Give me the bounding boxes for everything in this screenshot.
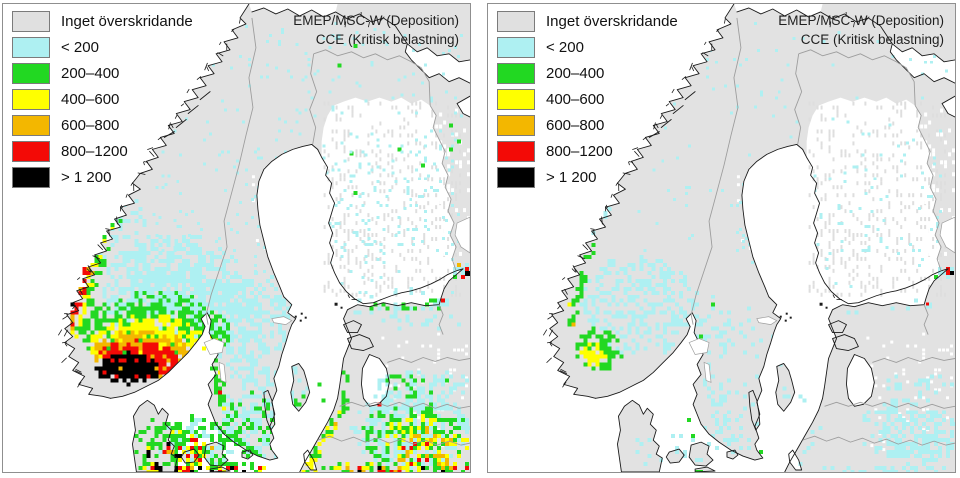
legend-label: < 200 bbox=[61, 39, 99, 56]
legend-label: 600–800 bbox=[546, 117, 605, 134]
legend-item: 200–400 bbox=[12, 63, 193, 84]
legend-label: 200–400 bbox=[61, 65, 120, 82]
legend-swatch bbox=[497, 11, 535, 32]
source-attribution: EMEP/MSC-W (Deposition) CCE (Kritisk bel… bbox=[293, 11, 459, 49]
legend-label: > 1 200 bbox=[61, 169, 112, 186]
legend-label: 600–800 bbox=[61, 117, 120, 134]
map-panel-right: Inget överskridande < 200 200–400 400–600 60… bbox=[487, 3, 956, 473]
legend-swatch bbox=[497, 89, 535, 110]
legend-swatch bbox=[497, 141, 535, 162]
legend-swatch bbox=[12, 167, 50, 188]
legend-swatch bbox=[497, 63, 535, 84]
legend-item: > 1 200 bbox=[497, 167, 678, 188]
legend-item: 400–600 bbox=[497, 89, 678, 110]
source-line-2: CCE (Kritisk belastning) bbox=[315, 32, 459, 48]
source-line-2: CCE (Kritisk belastning) bbox=[800, 32, 944, 48]
legend-label: < 200 bbox=[546, 39, 584, 56]
legend-label: 400–600 bbox=[61, 91, 120, 108]
legend-item: 200–400 bbox=[497, 63, 678, 84]
legend-label: 400–600 bbox=[546, 91, 605, 108]
map-right bbox=[488, 4, 955, 472]
legend-label: > 1 200 bbox=[546, 169, 597, 186]
legend-label: Inget överskridande bbox=[61, 13, 193, 30]
legend-swatch bbox=[497, 167, 535, 188]
legend-item: < 200 bbox=[12, 37, 193, 58]
legend-item: 800–1200 bbox=[497, 141, 678, 162]
legend: Inget överskridande < 200 200–400 400–600 60… bbox=[497, 11, 678, 193]
legend-item: > 1 200 bbox=[12, 167, 193, 188]
source-line-1: EMEP/MSC-W (Deposition) bbox=[778, 13, 944, 28]
legend-swatch bbox=[12, 63, 50, 84]
source-attribution: EMEP/MSC-W (Deposition) CCE (Kritisk bel… bbox=[778, 11, 944, 49]
source-line-1: EMEP/MSC-W (Deposition) bbox=[293, 13, 459, 28]
legend-label: 800–1200 bbox=[546, 143, 613, 160]
map-left bbox=[3, 4, 470, 472]
legend-swatch bbox=[497, 37, 535, 58]
legend-item: 400–600 bbox=[12, 89, 193, 110]
legend-label: 200–400 bbox=[546, 65, 605, 82]
legend-label: Inget överskridande bbox=[546, 13, 678, 30]
legend-item: Inget överskridande bbox=[497, 11, 678, 32]
legend-swatch bbox=[12, 37, 50, 58]
map-panel-left: Inget överskridande < 200 200–400 400–600 60… bbox=[2, 3, 471, 473]
legend-item: Inget överskridande bbox=[12, 11, 193, 32]
legend-item: 600–800 bbox=[12, 115, 193, 136]
legend-swatch bbox=[12, 89, 50, 110]
legend-swatch bbox=[497, 115, 535, 136]
legend-item: 800–1200 bbox=[12, 141, 193, 162]
legend-swatch bbox=[12, 141, 50, 162]
legend-swatch bbox=[12, 11, 50, 32]
legend-label: 800–1200 bbox=[61, 143, 128, 160]
legend-item: 600–800 bbox=[497, 115, 678, 136]
legend-swatch bbox=[12, 115, 50, 136]
legend: Inget överskridande < 200 200–400 400–600 60… bbox=[12, 11, 193, 193]
legend-item: < 200 bbox=[497, 37, 678, 58]
